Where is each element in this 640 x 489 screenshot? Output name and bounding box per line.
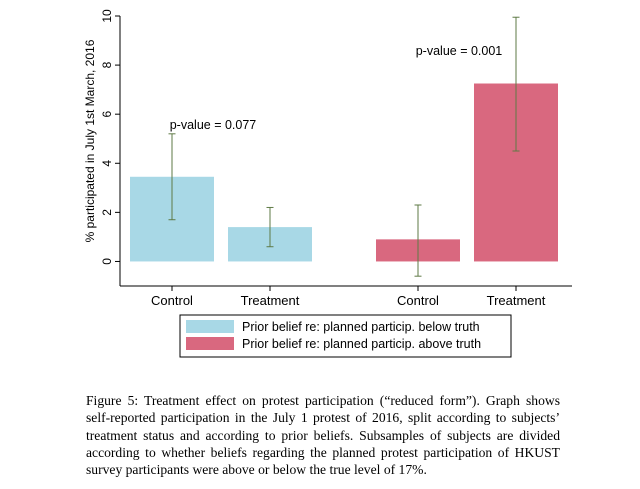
x-tick-label: Treatment bbox=[241, 293, 300, 308]
y-tick-label: 0 bbox=[100, 258, 114, 265]
y-axis-title: % participated in July 1st March, 2016 bbox=[83, 39, 97, 242]
legend-swatch bbox=[186, 337, 234, 350]
x-tick-label: Control bbox=[397, 293, 439, 308]
x-tick-label: Treatment bbox=[487, 293, 546, 308]
legend-box bbox=[179, 314, 512, 358]
legend-label: Prior belief re: planned particip. below… bbox=[242, 320, 480, 334]
figure-caption: Figure 5: Treatment effect on protest pa… bbox=[86, 393, 560, 478]
legend-label: Prior belief re: planned particip. above… bbox=[242, 337, 481, 351]
y-tick-label: 8 bbox=[100, 61, 114, 68]
y-tick-label: 6 bbox=[100, 111, 114, 118]
p-value-annotation: p-value = 0.077 bbox=[170, 118, 257, 132]
x-tick-label: Control bbox=[151, 293, 193, 308]
legend-swatch bbox=[186, 320, 234, 333]
y-tick-label: 10 bbox=[100, 9, 114, 23]
y-tick-label: 4 bbox=[100, 160, 114, 167]
y-tick-label: 2 bbox=[100, 209, 114, 216]
figure: 0 2 4 6 8 10 % participated in July 1st March,… bbox=[83, 9, 572, 358]
p-value-annotation: p-value = 0.001 bbox=[416, 44, 503, 58]
bar-chart: 0 2 4 6 8 10 % participated in July 1st March,… bbox=[83, 9, 572, 358]
